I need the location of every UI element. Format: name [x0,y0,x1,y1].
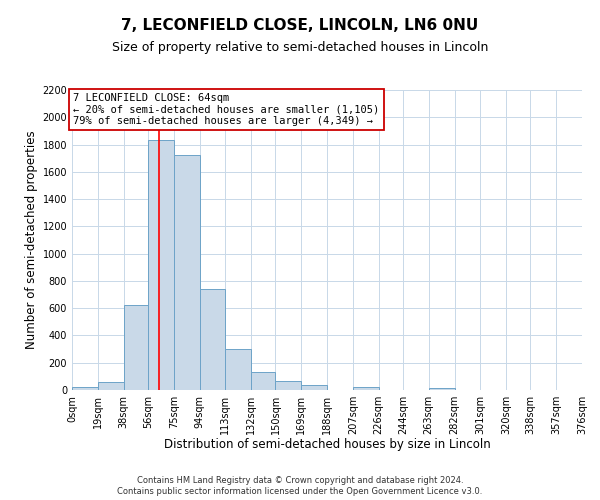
Bar [301,384,327,390]
Bar [98,382,124,390]
Text: Size of property relative to semi-detached houses in Lincoln: Size of property relative to semi-detach… [112,41,488,54]
X-axis label: Distribution of semi-detached houses by size in Lincoln: Distribution of semi-detached houses by … [164,438,490,452]
Y-axis label: Number of semi-detached properties: Number of semi-detached properties [25,130,38,350]
Bar [72,388,98,390]
Bar [429,388,455,390]
Bar [174,156,199,390]
Bar [225,349,251,390]
Text: 7 LECONFIELD CLOSE: 64sqm
← 20% of semi-detached houses are smaller (1,105)
79% : 7 LECONFIELD CLOSE: 64sqm ← 20% of semi-… [73,93,380,126]
Bar [124,305,148,390]
Bar [353,386,379,390]
Text: 7, LECONFIELD CLOSE, LINCOLN, LN6 0NU: 7, LECONFIELD CLOSE, LINCOLN, LN6 0NU [121,18,479,32]
Bar [275,381,301,390]
Bar [199,289,225,390]
Text: Contains HM Land Registry data © Crown copyright and database right 2024.: Contains HM Land Registry data © Crown c… [137,476,463,485]
Bar [148,140,174,390]
Text: Contains public sector information licensed under the Open Government Licence v3: Contains public sector information licen… [118,488,482,496]
Bar [251,372,275,390]
